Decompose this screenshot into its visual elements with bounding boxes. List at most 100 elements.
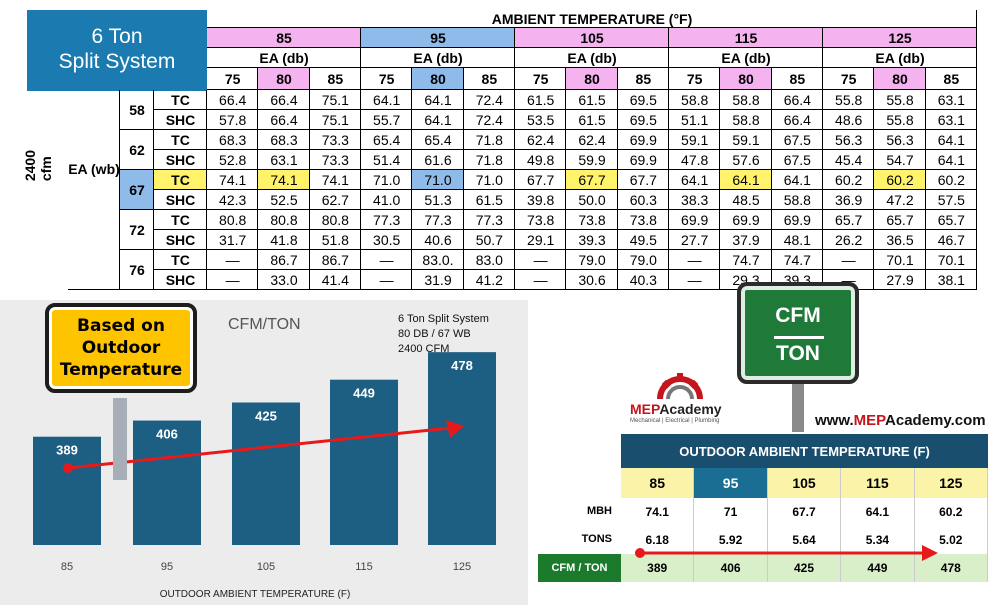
cfm-ton-sign: CFM TON bbox=[737, 282, 859, 384]
table-cell: 65.4 bbox=[412, 130, 463, 150]
website-url[interactable]: www.MEPAcademy.com bbox=[815, 412, 986, 429]
table-cell: 46.7 bbox=[926, 230, 977, 250]
table-cell: 55.8 bbox=[823, 90, 874, 110]
table-cell: 59.1 bbox=[720, 130, 771, 150]
table-cell: 52.5 bbox=[258, 190, 309, 210]
logo-name-a: MEP bbox=[630, 401, 660, 417]
table-cell: 51.4 bbox=[361, 150, 412, 170]
table-cell: 65.7 bbox=[874, 210, 925, 230]
table-cell: 71.0 bbox=[464, 170, 515, 190]
table-cell: 58.8 bbox=[720, 90, 771, 110]
table-cell: 60.2 bbox=[926, 170, 977, 190]
table-cell: 66.4 bbox=[258, 90, 309, 110]
table-cell: — bbox=[361, 270, 412, 290]
table-cell: 64.1 bbox=[720, 170, 772, 190]
url-prefix: www. bbox=[815, 412, 854, 429]
table-cell: 27.9 bbox=[874, 270, 925, 290]
table-cell: 77.3 bbox=[464, 210, 515, 230]
table-cell: 38.1 bbox=[926, 270, 977, 290]
ea-wb-block bbox=[68, 90, 120, 290]
table-cell: 86.7 bbox=[310, 250, 361, 270]
x-axis-label: OUTDOOR AMBIENT TEMPERATURE (F) bbox=[160, 589, 351, 600]
tons-value: 5.34 bbox=[841, 526, 915, 554]
table-cell: 58.8 bbox=[669, 90, 720, 110]
db-value: 75 bbox=[515, 68, 566, 90]
table-cell: 67.7 bbox=[618, 170, 669, 190]
db-value: 85 bbox=[310, 68, 361, 90]
table-cell: 69.9 bbox=[618, 150, 669, 170]
logo-tagline: Mechanical | Electrical | Plumbing bbox=[630, 418, 720, 424]
tons-value: 6.18 bbox=[621, 526, 695, 554]
db-value: 75 bbox=[669, 68, 720, 90]
table-cell: 57.5 bbox=[926, 190, 977, 210]
table-cell: 62.4 bbox=[515, 130, 566, 150]
bar-105 bbox=[232, 402, 300, 545]
bar-value-label: 425 bbox=[255, 409, 277, 424]
table-cell: 63.1 bbox=[258, 150, 309, 170]
table-cell: 72.4 bbox=[464, 90, 515, 110]
table-cell: 39.3 bbox=[566, 230, 617, 250]
table-cell: 52.8 bbox=[207, 150, 258, 170]
table-cell: 72.4 bbox=[464, 110, 515, 130]
wb-value-58: 58 bbox=[120, 90, 154, 130]
table-cell: 74.7 bbox=[772, 250, 823, 270]
cfm-ton-label: CFM / TON bbox=[538, 554, 621, 582]
bar-value-label: 389 bbox=[56, 443, 78, 458]
table-cell: 60.2 bbox=[823, 170, 874, 190]
table-cell: 31.7 bbox=[207, 230, 258, 250]
table-cell: 29.1 bbox=[515, 230, 566, 250]
table-cell: 69.9 bbox=[618, 130, 669, 150]
summary-temp-105: 105 bbox=[767, 468, 842, 498]
table-cell: 53.5 bbox=[515, 110, 566, 130]
table-cell: 65.7 bbox=[926, 210, 977, 230]
url-brand: MEP bbox=[853, 412, 886, 429]
table-cell: 41.0 bbox=[361, 190, 412, 210]
table-cell: 71.0 bbox=[412, 170, 464, 190]
cfm-sign-post bbox=[792, 384, 804, 432]
table-cell: 79.0 bbox=[566, 250, 617, 270]
table-cell: 55.8 bbox=[874, 90, 925, 110]
table-cell: 61.5 bbox=[464, 190, 515, 210]
mbh-value: 60.2 bbox=[915, 498, 988, 526]
bar-value-label: 449 bbox=[353, 386, 375, 401]
table-cell: 37.9 bbox=[720, 230, 771, 250]
table-cell: 64.1 bbox=[926, 130, 977, 150]
table-cell: 41.8 bbox=[258, 230, 309, 250]
x-tick-label: 105 bbox=[257, 561, 275, 573]
summary-temp-115: 115 bbox=[841, 468, 915, 498]
ambient-temp-115: 115 bbox=[669, 28, 823, 48]
trend-arrowhead bbox=[446, 420, 464, 438]
table-cell: 42.3 bbox=[207, 190, 258, 210]
table-cell: 64.1 bbox=[412, 90, 463, 110]
table-cell: — bbox=[823, 250, 874, 270]
table-cell: 61.5 bbox=[515, 90, 566, 110]
cfm-sign-top: CFM bbox=[775, 304, 821, 327]
table-cell: 51.1 bbox=[669, 110, 720, 130]
table-cell: 80.8 bbox=[207, 210, 258, 230]
summary-temp-85: 85 bbox=[621, 468, 695, 498]
table-cell: — bbox=[207, 250, 258, 270]
table-cell: 74.1 bbox=[310, 170, 361, 190]
table-cell: 60.2 bbox=[874, 170, 926, 190]
cfm-ton-value: 478 bbox=[914, 554, 988, 582]
table-cell: 31.9 bbox=[412, 270, 463, 290]
x-tick-label: 125 bbox=[453, 561, 471, 573]
db-value: 85 bbox=[618, 68, 669, 90]
chart-note-3: 2400 CFM bbox=[398, 343, 450, 355]
callout-line-1: Based on bbox=[77, 316, 165, 336]
callout-line-2: Outdoor bbox=[81, 338, 161, 358]
table-cell: 41.4 bbox=[310, 270, 361, 290]
ea-db-label: EA (db) bbox=[207, 48, 361, 68]
table-cell: 41.2 bbox=[464, 270, 515, 290]
row-type: TC bbox=[154, 130, 207, 150]
trend-start-dot bbox=[63, 463, 73, 473]
tons-value: 5.64 bbox=[768, 526, 842, 554]
trend-line bbox=[67, 426, 451, 470]
table-cell: 66.4 bbox=[772, 110, 823, 130]
cfm-ton-value: 449 bbox=[841, 554, 915, 582]
table-cell: 77.3 bbox=[361, 210, 412, 230]
table-cell: 69.9 bbox=[772, 210, 823, 230]
row-type: SHC bbox=[154, 230, 207, 250]
mbh-label: MBH bbox=[586, 505, 612, 517]
table-cell: 67.5 bbox=[772, 130, 823, 150]
